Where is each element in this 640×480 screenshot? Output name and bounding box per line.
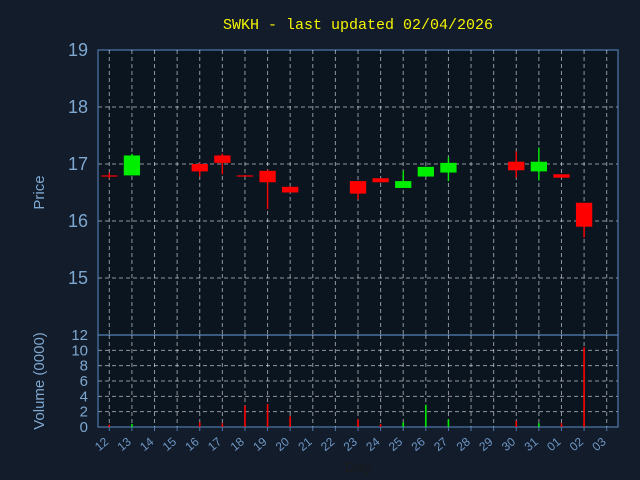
svg-text:15: 15 [68,268,88,288]
svg-text:Day: Day [345,459,372,476]
svg-text:19: 19 [68,40,88,60]
svg-text:Price: Price [31,175,48,209]
svg-text:Volume (0000): Volume (0000) [31,332,48,430]
svg-text:17: 17 [68,154,88,174]
svg-text:18: 18 [68,97,88,117]
svg-text:0: 0 [80,419,88,436]
svg-text:16: 16 [68,211,88,231]
